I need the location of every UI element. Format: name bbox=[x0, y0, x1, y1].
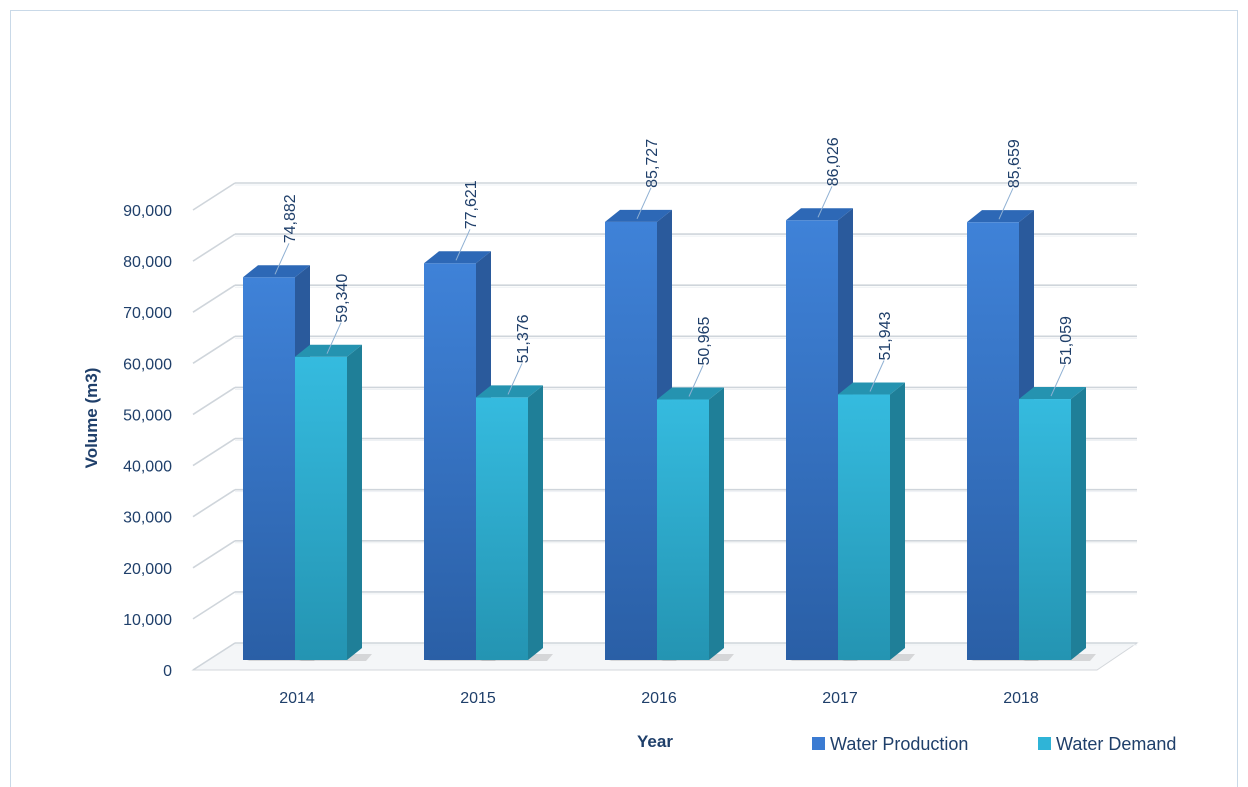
x-tick-label: 2014 bbox=[279, 690, 315, 707]
x-axis: 2014 2015 2016 2017 2018 bbox=[279, 690, 1039, 707]
x-tick-label: 2015 bbox=[460, 690, 496, 707]
bar-water-demand-2014 bbox=[295, 344, 372, 661]
data-label-water-production-2015: 77,621 bbox=[463, 180, 480, 229]
y-tick-label: 80,000 bbox=[123, 254, 172, 271]
data-label-water-production-2018: 85,659 bbox=[1006, 139, 1023, 188]
leader-line bbox=[455, 229, 471, 261]
data-label-water-demand-2014: 59,340 bbox=[334, 274, 351, 323]
x-tick-label: 2018 bbox=[1003, 690, 1039, 707]
leader-line bbox=[869, 360, 885, 392]
bar-water-demand-2016 bbox=[657, 387, 734, 661]
legend-label-water-production: Water Production bbox=[830, 734, 968, 754]
data-label-water-production-2014: 74,882 bbox=[282, 194, 299, 243]
y-tick-label: 40,000 bbox=[123, 459, 172, 476]
y-tick-label: 20,000 bbox=[123, 561, 172, 578]
legend-swatch-water-production bbox=[812, 737, 825, 750]
x-axis-title: Year bbox=[637, 732, 673, 751]
data-label-water-demand-2017: 51,943 bbox=[877, 311, 894, 360]
leader-line bbox=[1050, 364, 1066, 397]
bar-water-demand-2017 bbox=[838, 382, 915, 661]
y-tick-label: 60,000 bbox=[123, 356, 172, 373]
y-axis-title: Volume (m3) bbox=[82, 368, 101, 469]
data-labels: 74,882 59,340 77,621 51,376 85,727 50,965 86,0… bbox=[274, 137, 1075, 397]
y-tick-label: 30,000 bbox=[123, 510, 172, 527]
legend-label-water-demand: Water Demand bbox=[1056, 734, 1176, 754]
data-label-water-demand-2016: 50,965 bbox=[696, 316, 713, 365]
data-label-water-demand-2015: 51,376 bbox=[515, 314, 532, 363]
bars bbox=[243, 208, 1096, 661]
data-label-water-demand-2018: 51,059 bbox=[1058, 316, 1075, 365]
leader-line bbox=[998, 187, 1014, 220]
y-tick-label: 90,000 bbox=[123, 203, 172, 220]
x-tick-label: 2016 bbox=[641, 690, 677, 707]
leader-line bbox=[688, 365, 704, 397]
y-axis: 0 10,000 20,000 30,000 40,000 50,000 60,000 70,… bbox=[123, 203, 172, 680]
gridline bbox=[192, 182, 1137, 211]
data-label-water-production-2016: 85,727 bbox=[644, 139, 661, 188]
y-tick-label: 10,000 bbox=[123, 612, 172, 629]
y-tick-label: 50,000 bbox=[123, 407, 172, 424]
leader-line bbox=[507, 363, 523, 395]
bar-water-demand-2018 bbox=[1019, 387, 1096, 661]
leader-line bbox=[817, 186, 833, 218]
x-tick-label: 2017 bbox=[822, 690, 858, 707]
leader-line bbox=[274, 243, 290, 275]
legend: Water Production Water Demand bbox=[812, 734, 1176, 754]
y-tick-label: 70,000 bbox=[123, 305, 172, 322]
y-tick-label: 0 bbox=[163, 663, 172, 680]
bar-water-demand-2015 bbox=[476, 385, 553, 661]
data-label-water-production-2017: 86,026 bbox=[825, 137, 842, 186]
leader-line bbox=[326, 322, 342, 354]
legend-swatch-water-demand bbox=[1038, 737, 1051, 750]
leader-line bbox=[636, 187, 652, 220]
